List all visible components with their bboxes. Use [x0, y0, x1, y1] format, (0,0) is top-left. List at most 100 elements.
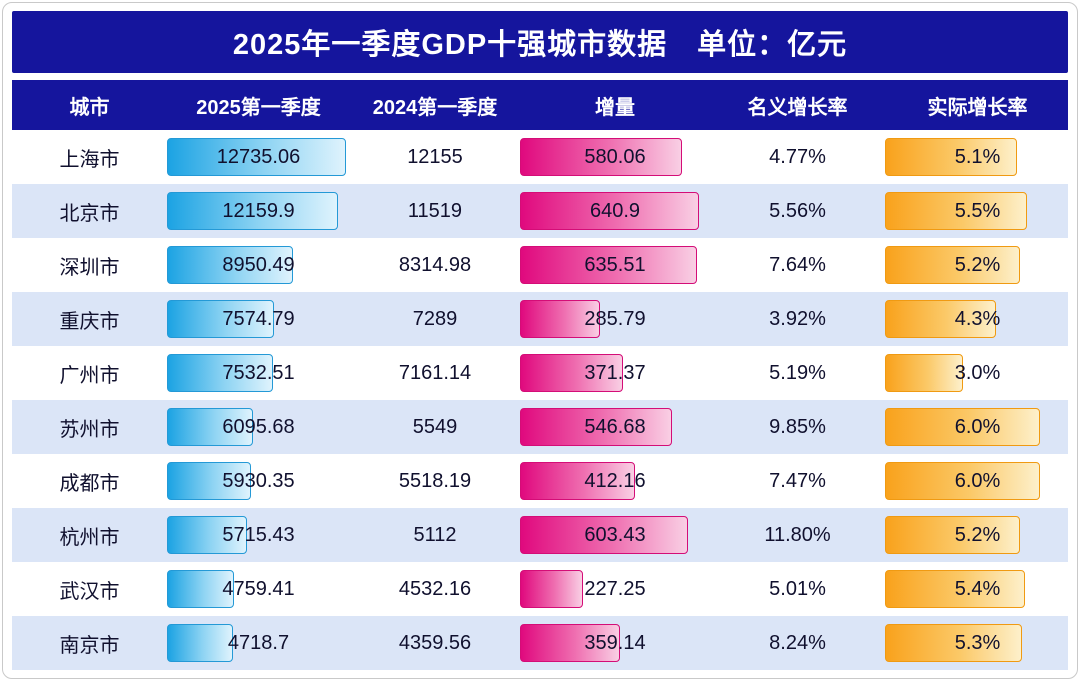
- increment-cell: 359.14: [520, 616, 710, 670]
- gdp-2025-value: 7532.51: [222, 361, 295, 384]
- nominal-growth-value: 7.47%: [769, 469, 826, 492]
- gdp-2025-value: 7574.79: [222, 307, 295, 330]
- gdp-2025-cell: 7574.79: [167, 292, 350, 346]
- city-cell: 重庆市: [12, 292, 167, 346]
- real-growth-cell: 5.2%: [885, 508, 1070, 562]
- city-label: 杭州市: [59, 526, 120, 549]
- gdp-2024-value: 12155: [407, 145, 463, 168]
- increment-bar: [520, 408, 673, 446]
- table-row: 北京市 12159.9 11519 640.9 5.56% 5.5%: [12, 184, 1068, 238]
- nominal-growth-cell: 7.64%: [710, 238, 885, 292]
- nominal-growth-value: 8.24%: [769, 631, 826, 654]
- nominal-growth-value: 3.92%: [769, 307, 826, 330]
- city-cell: 广州市: [12, 346, 167, 400]
- increment-value: 640.9: [589, 199, 641, 222]
- gdp-2025-value: 4759.41: [222, 577, 295, 600]
- gdp-2025-bar: [167, 516, 248, 554]
- gdp-2025-cell: 4718.7: [167, 616, 350, 670]
- increment-value: 635.51: [584, 253, 646, 276]
- gdp-2024-value: 4359.56: [398, 631, 472, 654]
- city-label: 北京市: [59, 202, 120, 225]
- real-growth-value: 5.3%: [954, 631, 1001, 654]
- increment-cell: 580.06: [520, 130, 710, 184]
- gdp-2024-cell: 4532.16: [350, 562, 520, 616]
- gdp-2024-value: 5518.19: [398, 469, 472, 492]
- column-header-gdp-2024: 2024第一季度: [372, 96, 498, 119]
- column-header-gdp-2025: 2025第一季度: [196, 96, 321, 119]
- gdp-2025-cell: 4759.41: [167, 562, 350, 616]
- increment-bar: [520, 624, 621, 662]
- column-header-real-growth: 实际增长率: [927, 96, 1028, 119]
- gdp-2025-bar: [167, 354, 274, 392]
- increment-cell: 603.43: [520, 508, 710, 562]
- city-cell: 武汉市: [12, 562, 167, 616]
- increment-bar: [520, 192, 699, 230]
- city-label: 深圳市: [59, 256, 120, 279]
- increment-bar: [520, 516, 689, 554]
- real-growth-bar: [885, 138, 1018, 176]
- real-growth-bar: [885, 300, 997, 338]
- gdp-2025-cell: 6095.68: [167, 400, 350, 454]
- nominal-growth-cell: 5.56%: [710, 184, 885, 238]
- nominal-growth-cell: 7.47%: [710, 454, 885, 508]
- gdp-2024-cell: 8314.98: [350, 238, 520, 292]
- increment-bar: [520, 354, 624, 392]
- nominal-growth-cell: 5.19%: [710, 346, 885, 400]
- city-cell: 杭州市: [12, 508, 167, 562]
- city-cell: 北京市: [12, 184, 167, 238]
- table-row: 杭州市 5715.43 5112 603.43 11.80% 5.2%: [12, 508, 1068, 562]
- real-growth-cell: 4.3%: [885, 292, 1070, 346]
- increment-cell: 412.16: [520, 454, 710, 508]
- increment-value: 412.16: [584, 469, 646, 492]
- gdp-2024-value: 8314.98: [398, 253, 472, 276]
- gdp-2025-value: 6095.68: [222, 415, 295, 438]
- nominal-growth-cell: 9.85%: [710, 400, 885, 454]
- table-header-row: 城市 2025第一季度 2024第一季度 增量 名义增长率 实际增长率: [12, 80, 1068, 130]
- increment-value: 227.25: [584, 577, 646, 600]
- city-label: 武汉市: [59, 580, 120, 603]
- city-label: 苏州市: [59, 418, 120, 441]
- gdp-2024-cell: 5518.19: [350, 454, 520, 508]
- real-growth-bar: [885, 408, 1041, 446]
- city-cell: 苏州市: [12, 400, 167, 454]
- column-header-city: 城市: [69, 96, 110, 119]
- gdp-2024-cell: 5112: [350, 508, 520, 562]
- nominal-growth-cell: 4.77%: [710, 130, 885, 184]
- gdp-2024-cell: 11519: [350, 184, 520, 238]
- nominal-growth-value: 11.80%: [764, 523, 831, 546]
- real-growth-bar: [885, 354, 963, 392]
- gdp-2025-value: 12735.06: [216, 145, 301, 168]
- table-body: 上海市 12735.06 12155 580.06 4.77% 5.1% 北京市…: [12, 130, 1068, 670]
- nominal-growth-value: 9.85%: [769, 415, 826, 438]
- city-cell: 南京市: [12, 616, 167, 670]
- gdp-2025-bar: [167, 138, 347, 176]
- city-label: 广州市: [59, 364, 120, 387]
- nominal-growth-value: 5.56%: [769, 199, 826, 222]
- gdp-2024-cell: 12155: [350, 130, 520, 184]
- nominal-growth-cell: 5.01%: [710, 562, 885, 616]
- increment-value: 603.43: [584, 523, 646, 546]
- gdp-2025-cell: 5715.43: [167, 508, 350, 562]
- real-growth-value: 4.3%: [954, 307, 1001, 330]
- page-title: 2025年一季度GDP十强城市数据 单位：亿元: [12, 11, 1068, 73]
- real-growth-cell: 6.0%: [885, 454, 1070, 508]
- gdp-2025-value: 5930.35: [222, 469, 295, 492]
- nominal-growth-cell: 8.24%: [710, 616, 885, 670]
- nominal-growth-cell: 3.92%: [710, 292, 885, 346]
- gdp-2025-cell: 8950.49: [167, 238, 350, 292]
- table-row: 武汉市 4759.41 4532.16 227.25 5.01% 5.4%: [12, 562, 1068, 616]
- increment-cell: 285.79: [520, 292, 710, 346]
- nominal-growth-value: 5.01%: [769, 577, 826, 600]
- increment-bar: [520, 138, 682, 176]
- real-growth-bar: [885, 192, 1028, 230]
- real-growth-cell: 5.3%: [885, 616, 1070, 670]
- nominal-growth-value: 7.64%: [769, 253, 826, 276]
- real-growth-bar: [885, 624, 1023, 662]
- city-label: 上海市: [59, 148, 120, 171]
- gdp-2025-cell: 12735.06: [167, 130, 350, 184]
- real-growth-value: 5.5%: [954, 199, 1001, 222]
- real-growth-value: 6.0%: [954, 469, 1001, 492]
- gdp-2024-cell: 5549: [350, 400, 520, 454]
- gdp-2025-bar: [167, 246, 294, 284]
- column-header-nominal-growth: 名义增长率: [747, 96, 848, 119]
